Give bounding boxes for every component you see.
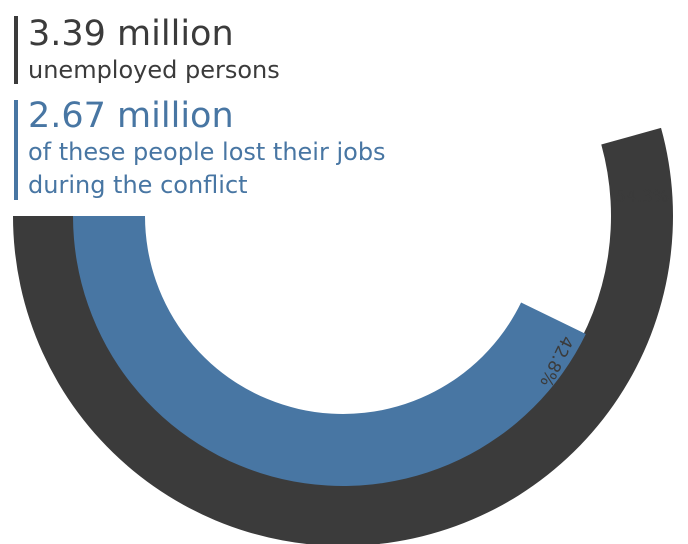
total-unemployed-block: 3.39 million unemployed persons (14, 14, 280, 87)
lost-accent-bar (14, 100, 18, 200)
lost-jobs-label-line1: of these people lost their jobs (28, 138, 386, 166)
lost-jobs-value: 2.67 million (28, 96, 234, 136)
arc-inner-series (73, 216, 586, 486)
lost-jobs-block: 2.67 million of these people lost their … (14, 96, 386, 202)
arc-outer-series (13, 127, 673, 544)
total-unemployed-value: 3.39 million (28, 14, 234, 54)
total-accent-bar (14, 16, 18, 84)
total-unemployed-label: unemployed persons (28, 56, 280, 84)
data-label-outer: 54.3% (615, 187, 669, 207)
lost-jobs-label-line2: during the conflict (28, 171, 248, 199)
